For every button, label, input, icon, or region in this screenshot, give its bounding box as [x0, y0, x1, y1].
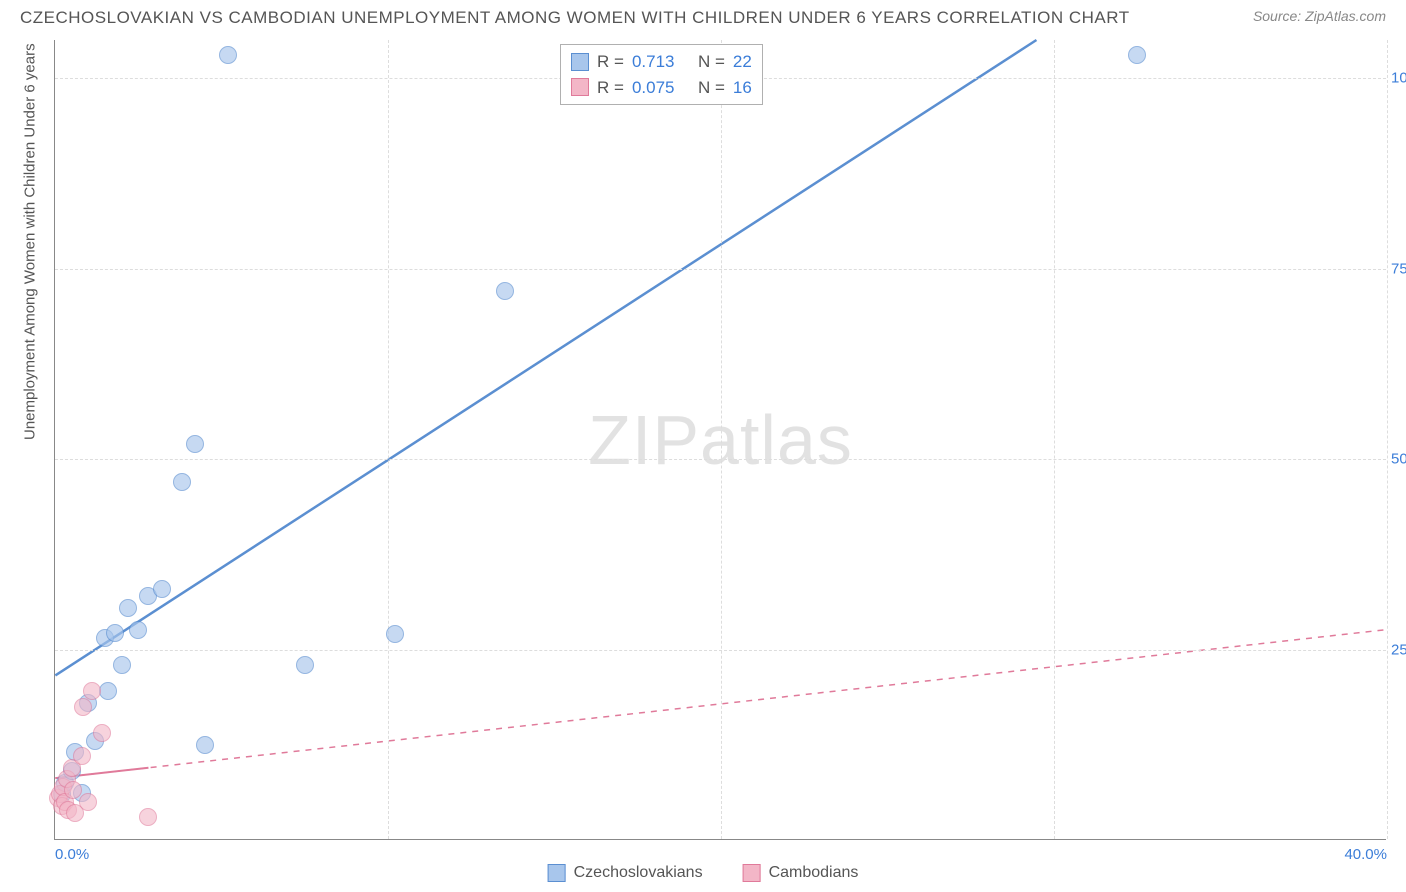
x-tick-label: 40.0% [1344, 846, 1387, 863]
data-point-czech [386, 625, 404, 643]
data-point-czech [129, 621, 147, 639]
gridline-vertical [1387, 40, 1388, 839]
data-point-camb [79, 793, 97, 811]
swatch-camb [743, 864, 761, 882]
legend-item-camb: Cambodians [743, 864, 859, 882]
swatch-czech [548, 864, 566, 882]
data-point-czech [119, 599, 137, 617]
plot-area: ZIPatlas 25.0%50.0%75.0%100.0%0.0%40.0% [54, 40, 1386, 840]
y-tick-label: 100.0% [1391, 70, 1406, 87]
stats-box: R = 0.713 N = 22 R = 0.075 N = 16 [560, 44, 763, 105]
legend-label: Cambodians [769, 864, 859, 882]
data-point-czech [1128, 46, 1146, 64]
source-attribution: Source: ZipAtlas.com [1253, 8, 1386, 24]
data-point-czech [196, 736, 214, 754]
stats-row-camb: R = 0.075 N = 16 [571, 75, 752, 101]
n-label: N = [698, 49, 725, 75]
r-label: R = [597, 49, 624, 75]
data-point-czech [296, 656, 314, 674]
data-point-czech [186, 435, 204, 453]
gridline-vertical [388, 40, 389, 839]
r-label: R = [597, 75, 624, 101]
data-point-camb [73, 747, 91, 765]
data-point-czech [106, 624, 124, 642]
n-value: 22 [733, 49, 752, 75]
data-point-czech [496, 282, 514, 300]
data-point-czech [173, 473, 191, 491]
data-point-czech [99, 682, 117, 700]
data-point-czech [153, 580, 171, 598]
gridline-vertical [721, 40, 722, 839]
y-tick-label: 75.0% [1391, 260, 1406, 277]
stats-row-czech: R = 0.713 N = 22 [571, 49, 752, 75]
legend-item-czech: Czechoslovakians [548, 864, 703, 882]
r-value: 0.075 [632, 75, 684, 101]
y-tick-label: 25.0% [1391, 641, 1406, 658]
data-point-czech [113, 656, 131, 674]
data-point-czech [219, 46, 237, 64]
chart-title: CZECHOSLOVAKIAN VS CAMBODIAN UNEMPLOYMEN… [20, 8, 1130, 28]
gridline-vertical [1054, 40, 1055, 839]
data-point-camb [139, 808, 157, 826]
legend-label: Czechoslovakians [574, 864, 703, 882]
data-point-camb [83, 682, 101, 700]
y-axis-label: Unemployment Among Women with Children U… [22, 43, 39, 440]
regression-line-czech [55, 40, 1036, 675]
swatch-camb [571, 78, 589, 96]
r-value: 0.713 [632, 49, 684, 75]
n-label: N = [698, 75, 725, 101]
x-tick-label: 0.0% [55, 846, 89, 863]
n-value: 16 [733, 75, 752, 101]
data-point-camb [93, 724, 111, 742]
y-tick-label: 50.0% [1391, 451, 1406, 468]
swatch-czech [571, 53, 589, 71]
legend: Czechoslovakians Cambodians [548, 864, 859, 882]
